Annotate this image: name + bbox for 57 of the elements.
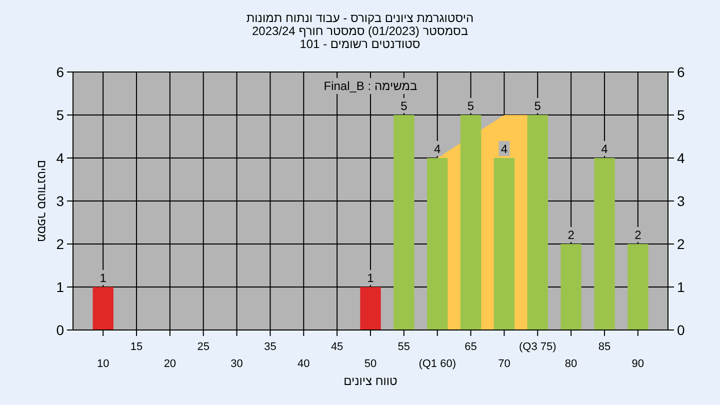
y2-tick-label: 0 (677, 322, 685, 338)
text: סטודנטים רשומים - 101 (300, 37, 420, 51)
y2-tick-label: 2 (677, 236, 685, 252)
x-tick-label: 25 (197, 341, 210, 353)
y-tick-label: 2 (56, 236, 64, 252)
x-tick-label: 20 (164, 358, 176, 370)
data-label: 4 (500, 142, 508, 156)
bar (594, 158, 615, 330)
bar (426, 158, 448, 330)
x-tick-label: 80 (564, 358, 578, 370)
x-tick-label: 65 (464, 341, 477, 353)
x-tick-label: 70 (498, 358, 510, 370)
x-tick-label: 10 (96, 358, 110, 370)
bar (628, 244, 648, 330)
data-label: 5 (400, 99, 408, 113)
data-label: 5 (467, 99, 474, 113)
x-tick-label: (Q1 60) (418, 358, 456, 370)
y-axis-title: מספר סטודנטים (35, 160, 49, 242)
bar (527, 115, 548, 330)
data-label: 5 (534, 99, 542, 113)
x-tick-label: 85 (598, 341, 611, 353)
data-label: 2 (568, 228, 575, 242)
x-tick-label: 30 (230, 358, 243, 370)
y-tick-label: 6 (56, 64, 64, 80)
x-tick-label: 50 (364, 358, 377, 370)
y-tick-label: 1 (56, 279, 64, 295)
y-tick-label: 3 (56, 193, 64, 209)
chart-title: היסטוגרמת ציונים בקורס - עבוד ונתוח תמונות (246, 11, 474, 25)
bar (360, 287, 381, 330)
data-label: 1 (100, 271, 107, 285)
y2-tick-label: 1 (677, 279, 685, 295)
bar (494, 158, 515, 330)
x-tick-label: 90 (632, 358, 644, 370)
bar (460, 115, 482, 330)
y-tick-label: 5 (56, 107, 64, 123)
x-tick-label: (Q3 75) (518, 341, 556, 353)
y2-tick-label: 6 (677, 64, 685, 80)
x-tick-label: 55 (398, 341, 410, 353)
bar (560, 244, 582, 330)
y-tick-label: 0 (56, 322, 64, 338)
y2-tick-label: 4 (677, 150, 685, 166)
x-tick-label: 40 (298, 358, 310, 370)
annotation: במשימה : Final_B (324, 79, 418, 93)
data-label: 4 (434, 142, 442, 156)
x-tick-label: 35 (264, 341, 276, 353)
data-label: 1 (367, 271, 374, 285)
chart-subtitle: בסמסטר (01/2023) סמסטר חורף 2023/24 (252, 24, 468, 38)
y-tick-label: 4 (56, 150, 64, 166)
x-axis-title: טווח ציונים (344, 374, 398, 388)
y2-tick-label: 5 (677, 107, 685, 123)
y2-tick-label: 3 (677, 193, 685, 209)
bar (92, 287, 114, 330)
data-label: 2 (634, 228, 642, 242)
bar (394, 115, 414, 330)
x-tick-label: 45 (330, 341, 344, 353)
x-tick-label: 15 (130, 341, 143, 353)
data-label: 4 (601, 142, 608, 156)
